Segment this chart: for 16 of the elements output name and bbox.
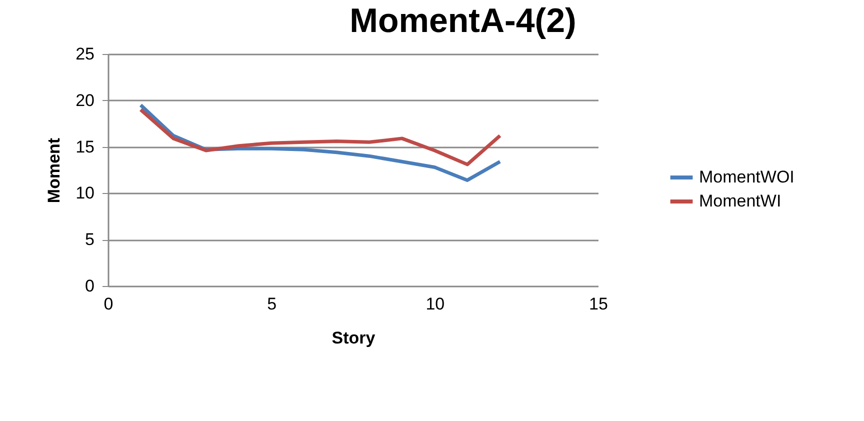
y-tick-label: 25	[76, 44, 94, 64]
y-axis-title: Moment	[44, 138, 64, 204]
x-tick-label: 5	[267, 294, 277, 314]
legend-label: MomentWOI	[699, 168, 794, 186]
line-series	[138, 108, 502, 166]
x-axis-title: Story	[332, 328, 376, 348]
x-tick-label: 0	[104, 294, 114, 314]
y-tick-label: 5	[85, 230, 94, 250]
y-tick-label: 20	[76, 90, 94, 110]
y-tick-label: 15	[76, 137, 94, 156]
legend-label: MomentWI	[699, 192, 782, 210]
x-tick-label: 10	[426, 294, 445, 314]
y-tick-label: 0	[85, 276, 94, 296]
y-tick-label: 10	[76, 184, 94, 203]
x-tick-label: 15	[589, 294, 608, 314]
chart-title: MomentA-4(2)	[350, 2, 576, 40]
